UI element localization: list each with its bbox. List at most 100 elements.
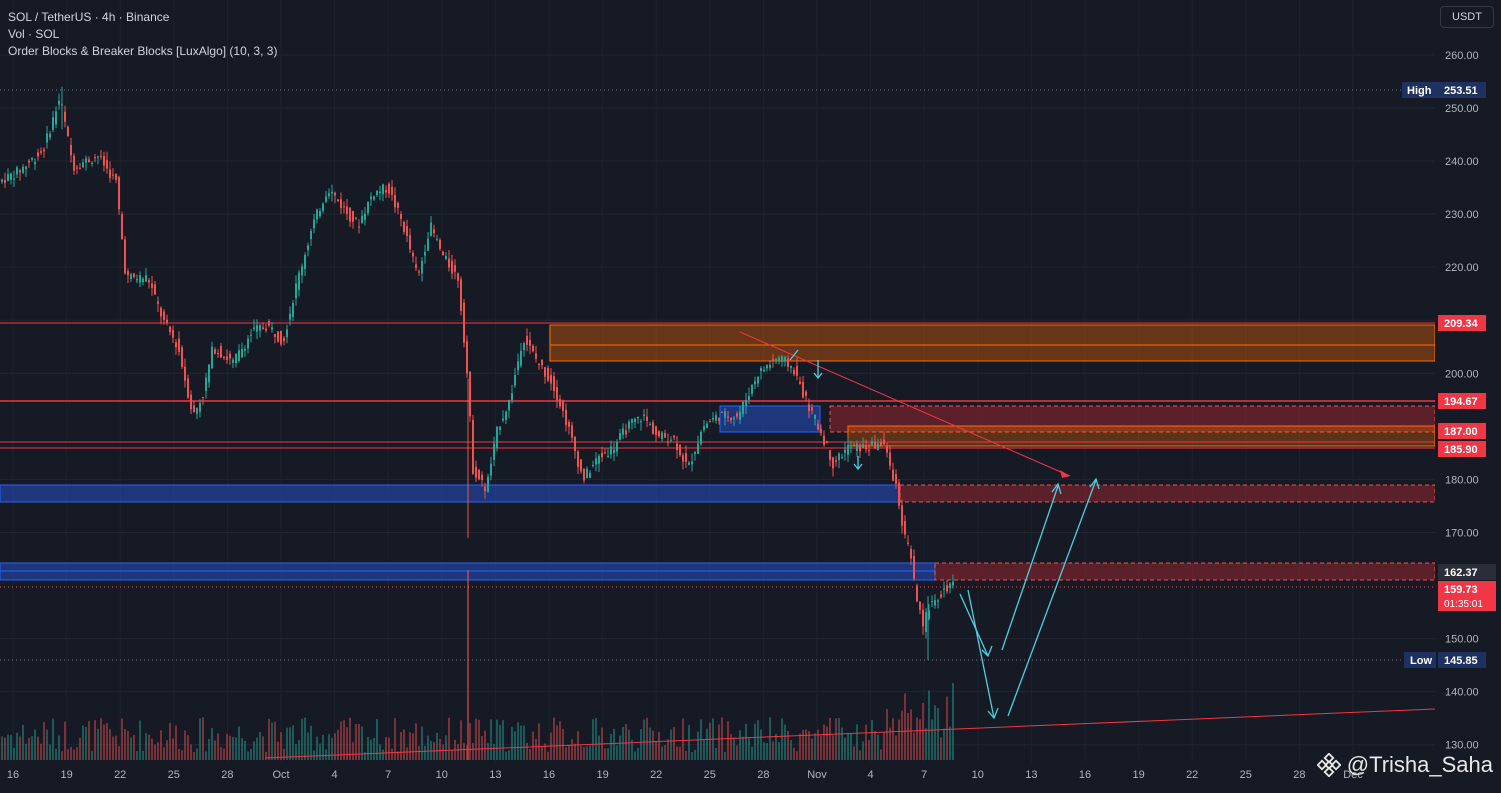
symbol-title[interactable]: SOL / TetherUS · 4h · Binance bbox=[8, 10, 170, 24]
projection-arrow-down-1[interactable] bbox=[959, 593, 989, 657]
projection-arrows[interactable] bbox=[789, 349, 1100, 720]
volume-bar bbox=[259, 731, 261, 760]
volume-bar bbox=[217, 733, 219, 760]
candle-body bbox=[490, 463, 492, 476]
candle-body bbox=[229, 353, 231, 359]
price-axis[interactable] bbox=[1435, 0, 1501, 762]
candle-body bbox=[91, 162, 93, 165]
price-tick-label: 240.00 bbox=[1445, 156, 1479, 168]
candle-body bbox=[178, 338, 180, 352]
candle-body bbox=[25, 166, 27, 170]
candle-body bbox=[823, 435, 825, 445]
volume-bar bbox=[574, 743, 576, 760]
candle-body bbox=[658, 431, 660, 436]
candle-body bbox=[349, 207, 351, 222]
volume-bar bbox=[253, 741, 255, 760]
candle-body bbox=[454, 265, 456, 272]
candle-body bbox=[943, 588, 945, 590]
candle-body bbox=[496, 426, 498, 448]
candle-body bbox=[583, 468, 585, 481]
volume-bar bbox=[301, 718, 303, 760]
volume-bar bbox=[484, 730, 486, 760]
candle-body bbox=[415, 264, 417, 268]
candle-body bbox=[736, 413, 738, 417]
level-label-194: 194.67 bbox=[1444, 396, 1478, 408]
descending-trend-line[interactable] bbox=[739, 331, 1071, 477]
ascending-support-line[interactable] bbox=[264, 708, 1436, 759]
candle-body bbox=[310, 231, 312, 240]
volume-bar bbox=[283, 748, 285, 760]
order-blocks-indicator-label[interactable]: Order Blocks & Breaker Blocks [LuxAlgo] … bbox=[8, 44, 278, 58]
candle-body bbox=[664, 433, 666, 438]
volume-bar bbox=[739, 730, 741, 760]
volume-bar bbox=[7, 734, 9, 760]
volume-bar bbox=[37, 736, 39, 760]
volume-bar bbox=[313, 750, 315, 760]
volume-bar bbox=[118, 746, 120, 760]
candle-body bbox=[316, 209, 318, 220]
volume-bar bbox=[478, 719, 480, 760]
volume-bar bbox=[460, 720, 462, 760]
volume-indicator-label[interactable]: Vol · SOL bbox=[8, 27, 60, 41]
candle-body bbox=[172, 330, 174, 338]
volume-bar bbox=[286, 727, 288, 760]
time-label: 16 bbox=[543, 769, 555, 781]
volume-bar bbox=[91, 750, 93, 760]
projection-arrow-up-1[interactable] bbox=[1001, 485, 1059, 651]
candle-body bbox=[505, 411, 507, 420]
candle-body bbox=[421, 261, 423, 274]
high-label: High bbox=[1407, 85, 1432, 97]
candle-body bbox=[673, 435, 675, 438]
volume-bar bbox=[436, 732, 438, 760]
time-label: 13 bbox=[489, 769, 501, 781]
time-label: 7 bbox=[385, 769, 391, 781]
candle-body bbox=[175, 342, 177, 348]
candle-body bbox=[433, 229, 435, 234]
candle-body bbox=[745, 399, 747, 406]
candle-body bbox=[112, 174, 114, 176]
currency-unit-button[interactable]: USDT bbox=[1440, 6, 1494, 28]
volume-bar bbox=[841, 727, 843, 760]
candle-body bbox=[697, 443, 699, 454]
volume-bar bbox=[328, 734, 330, 760]
volume-bar bbox=[280, 732, 282, 760]
candle-body bbox=[301, 266, 303, 276]
volume-bar bbox=[4, 737, 6, 760]
candle-body bbox=[844, 449, 846, 454]
volume-bar bbox=[235, 737, 237, 760]
volume-bar bbox=[13, 747, 15, 760]
volume-bar bbox=[586, 746, 588, 760]
candle-body bbox=[442, 251, 444, 256]
candle-body bbox=[346, 206, 348, 214]
volume-bar bbox=[157, 742, 159, 760]
candlesticks[interactable] bbox=[1, 86, 954, 660]
projection-arrow-up-2[interactable] bbox=[1007, 479, 1097, 717]
price-tick-label: 150.00 bbox=[1445, 634, 1479, 646]
trend-lines[interactable] bbox=[264, 331, 1436, 759]
candle-body bbox=[160, 307, 162, 317]
projection-arrow-down-2[interactable] bbox=[967, 589, 995, 719]
volume-bar bbox=[262, 736, 264, 760]
time-axis[interactable] bbox=[0, 762, 1501, 788]
candle-body bbox=[808, 404, 810, 412]
volume-bar bbox=[745, 723, 747, 760]
candle-body bbox=[466, 341, 468, 374]
candle-body bbox=[118, 177, 120, 210]
volume-bar bbox=[799, 733, 801, 760]
time-label: 22 bbox=[114, 769, 126, 781]
volume-bar bbox=[331, 737, 333, 760]
volume-bar bbox=[451, 749, 453, 760]
volume-bar bbox=[76, 747, 78, 760]
candle-body bbox=[838, 453, 840, 461]
candle-body bbox=[859, 444, 861, 452]
volume-bar bbox=[655, 741, 657, 760]
candle-body bbox=[655, 425, 657, 435]
candle-body bbox=[856, 443, 858, 452]
trend-arrow-head-icon bbox=[1060, 470, 1070, 478]
volume-bar bbox=[535, 739, 537, 760]
volume-bar bbox=[325, 749, 327, 760]
candle-body bbox=[313, 219, 315, 229]
volume-bar bbox=[130, 737, 132, 760]
